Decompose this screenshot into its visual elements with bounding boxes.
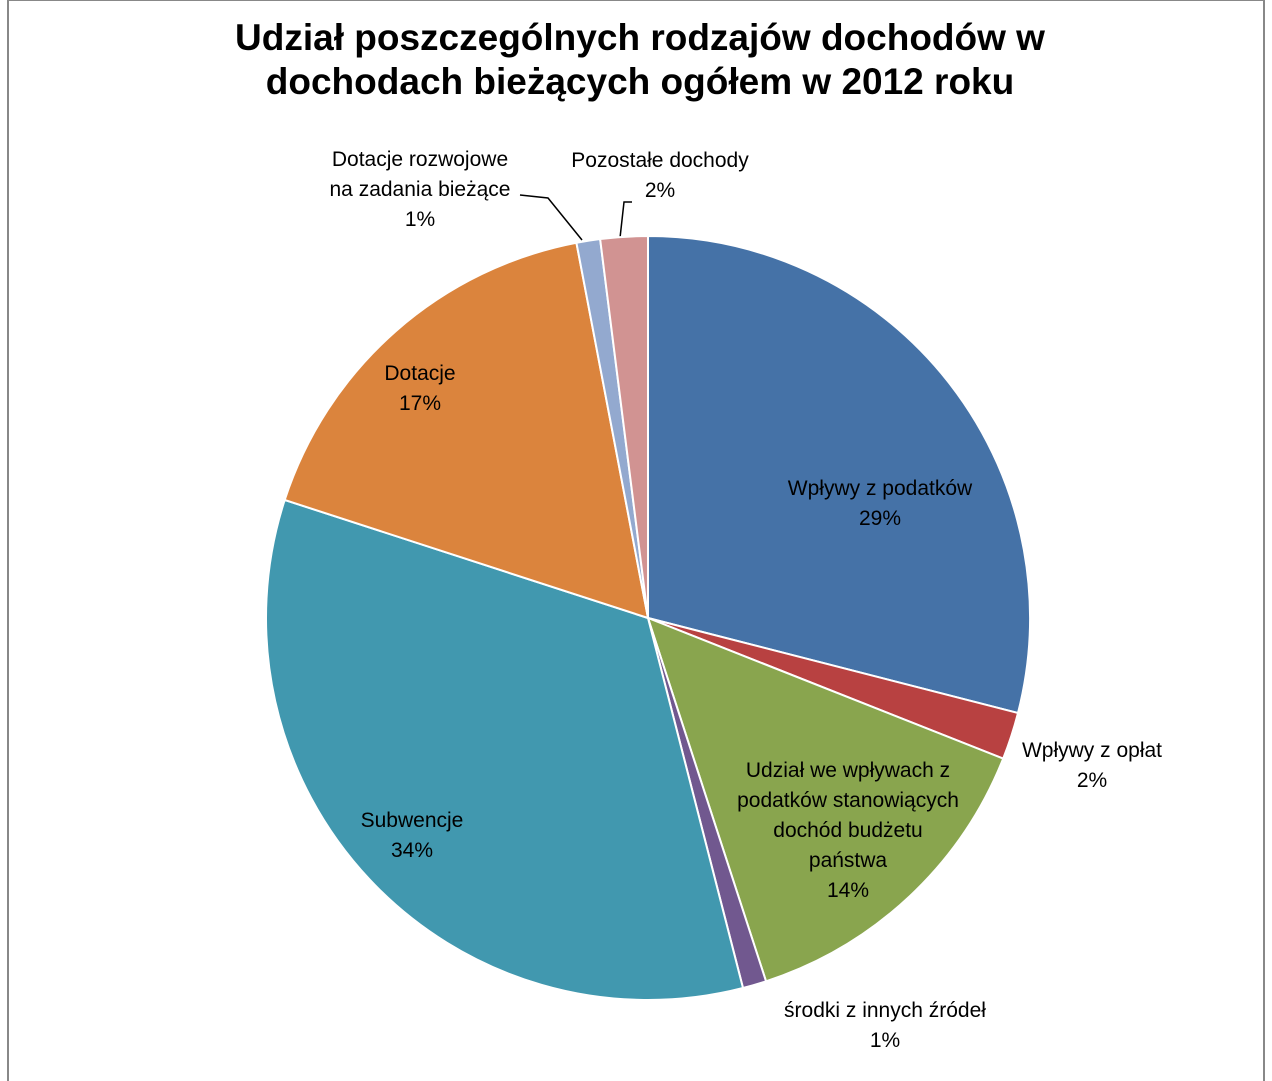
leader-line bbox=[619, 201, 632, 239]
chart-title: Udział poszczególnych rodzajów dochodów … bbox=[235, 17, 1045, 102]
pie-slice bbox=[599, 234, 649, 619]
slice-label: środki z innych źródeł bbox=[784, 999, 986, 1022]
slice-value-label: 14% bbox=[827, 879, 869, 902]
slice-label: Wpływy z podatków bbox=[788, 477, 973, 500]
slice-label: Pozostałe dochody bbox=[571, 149, 749, 172]
slice-label: Wpływy z opłat bbox=[1022, 739, 1162, 762]
slice-value-label: 1% bbox=[870, 1029, 900, 1052]
leader-line bbox=[519, 194, 583, 241]
slice-label: Subwencje bbox=[361, 809, 464, 832]
slice-label: Udział we wpływach z podatków stanowiącyc… bbox=[737, 759, 959, 872]
pie-slice bbox=[647, 234, 1031, 715]
slice-value-label: 34% bbox=[391, 839, 433, 862]
pie-slice bbox=[283, 241, 650, 620]
slice-value-label: 2% bbox=[645, 179, 675, 202]
slice-value-label: 29% bbox=[859, 507, 901, 530]
slice-value-label: 2% bbox=[1077, 769, 1107, 792]
slice-value-label: 17% bbox=[399, 392, 441, 415]
pie-slice bbox=[265, 498, 745, 1002]
slice-value-label: 1% bbox=[405, 208, 435, 231]
slice-label: Dotacje rozwojowe na zadania bieżące bbox=[330, 148, 511, 201]
slice-label: Dotacje bbox=[384, 362, 455, 385]
